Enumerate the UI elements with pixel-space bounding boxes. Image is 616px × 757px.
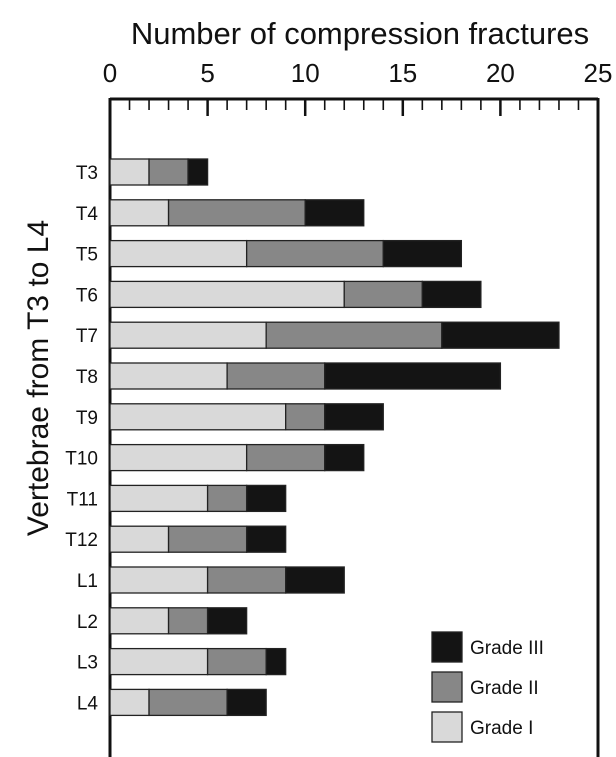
bar-segment-grade-i — [109, 403, 287, 431]
legend-swatch-grade-i — [431, 711, 463, 743]
category-label: T3 — [76, 163, 98, 184]
bar-segment-grade-iii — [324, 403, 384, 431]
legend-label: Grade II — [470, 678, 539, 699]
category-label: L4 — [77, 693, 99, 714]
bar-segment-grade-i — [109, 239, 248, 268]
bar-segment-grade-ii — [148, 158, 189, 186]
category-label: T10 — [65, 449, 98, 470]
category-label: L1 — [77, 571, 98, 592]
bar-segment-grade-iii — [206, 607, 248, 635]
x-tick-label: 10 — [291, 58, 320, 88]
bar-segment-grade-i — [109, 158, 150, 186]
legend-label: Grade III — [470, 638, 544, 659]
bar-segment-grade-iii — [265, 647, 287, 676]
legend-swatch-grade-iii — [431, 631, 463, 663]
bar-segment-grade-ii — [167, 199, 306, 227]
category-label: T8 — [76, 367, 98, 388]
x-tick-label: 25 — [584, 58, 613, 88]
bar-segment-grade-ii — [226, 362, 326, 390]
bar-segment-grade-iii — [441, 321, 560, 349]
x-axis-ticks — [108, 99, 600, 116]
bar-segment-grade-iii — [304, 199, 365, 227]
bar-segment-grade-i — [109, 443, 248, 472]
x-tick-label: 20 — [486, 58, 515, 88]
bar-segment-grade-i — [109, 607, 170, 635]
bar-segment-grade-ii — [343, 280, 423, 309]
category-label: T7 — [76, 326, 98, 347]
bar-segment-grade-iii — [226, 688, 267, 717]
bar-segment-grade-i — [109, 647, 209, 676]
x-tick-label: 5 — [200, 58, 214, 88]
bar-segment-grade-iii — [285, 566, 345, 594]
bar-segment-grade-ii — [285, 403, 326, 431]
bar-segment-grade-i — [109, 199, 170, 227]
bar-segment-grade-iii — [245, 484, 287, 513]
bar-segment-grade-ii — [245, 239, 384, 268]
bar-segment-grade-ii — [167, 607, 209, 635]
category-label: T11 — [67, 489, 98, 510]
category-label: L3 — [77, 653, 98, 674]
category-label: L2 — [77, 612, 98, 633]
category-label: T9 — [76, 408, 98, 429]
bar-segment-grade-iii — [187, 158, 209, 186]
bars-group — [109, 158, 560, 717]
bar-segment-grade-ii — [245, 443, 326, 472]
bar-segment-grade-i — [109, 321, 267, 349]
bar-segment-grade-iii — [382, 239, 463, 268]
bar-segment-grade-i — [109, 525, 170, 553]
x-tick-label: 0 — [103, 58, 117, 88]
bar-segment-grade-i — [109, 688, 150, 717]
bar-segment-grade-i — [109, 566, 209, 594]
x-tick-label: 15 — [388, 58, 417, 88]
legend: Grade III Grade II Grade I — [431, 631, 544, 743]
category-label: T5 — [76, 245, 98, 266]
legend-label: Grade I — [470, 718, 533, 739]
bar-segment-grade-ii — [265, 321, 443, 349]
category-label: T6 — [76, 285, 98, 306]
bar-segment-grade-iii — [324, 362, 502, 390]
bar-segment-grade-i — [109, 362, 228, 390]
bar-segment-grade-ii — [148, 688, 228, 717]
category-label: T12 — [65, 530, 98, 551]
bar-segment-grade-i — [109, 484, 209, 513]
x-axis-tick-labels: 0 5 10 15 20 25 — [103, 58, 613, 88]
bar-segment-grade-iii — [245, 525, 287, 553]
category-label: T4 — [76, 204, 99, 225]
bar-segment-grade-i — [109, 280, 345, 309]
category-labels: T3 T4 T5 T6 T7 T8 T9 T10 T11 T12 L1 L2 L3 L4 — [65, 163, 98, 714]
chart-title: Number of compression fractures — [131, 16, 589, 51]
bar-segment-grade-ii — [206, 647, 267, 676]
bar-segment-grade-ii — [206, 566, 287, 594]
y-axis-label: Vertebrae from T3 to L4 — [22, 220, 55, 536]
legend-swatch-grade-ii — [431, 671, 463, 703]
bar-segment-grade-iii — [421, 280, 482, 309]
bar-segment-grade-ii — [167, 525, 248, 553]
bar-segment-grade-ii — [206, 484, 248, 513]
bar-segment-grade-iii — [324, 443, 365, 472]
